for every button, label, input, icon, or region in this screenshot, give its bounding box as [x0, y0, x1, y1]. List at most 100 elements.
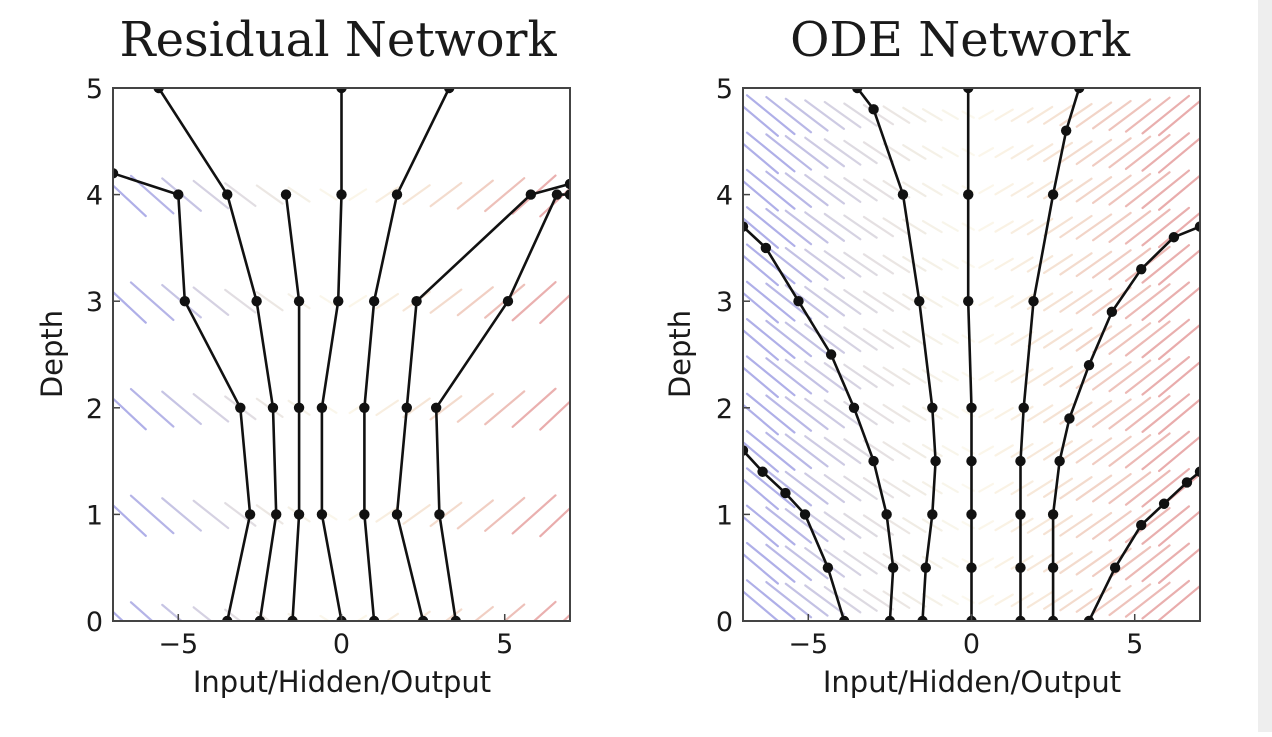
residual-network-trajectory-7-point [434, 509, 445, 520]
ode-network-trajectory-1-point [838, 615, 850, 621]
ode-network-field-arrow [784, 470, 829, 505]
ode-network-field-arrow [862, 477, 895, 499]
ode-network-field-arrow [882, 217, 911, 236]
ode-network-field-arrow [902, 106, 927, 123]
ode-network-field-arrow [1026, 143, 1054, 161]
ode-network-field-arrow [823, 138, 862, 166]
residual-network-field-arrow [429, 501, 463, 528]
ode-network-field-arrow [994, 369, 1014, 382]
ode-network-field-arrow [843, 587, 878, 612]
ode-network-field-arrow [1010, 144, 1034, 160]
residual-network-trajectory-7-point [551, 189, 563, 200]
residual-network-trajectory-5-point [444, 88, 455, 94]
residual-network-field-arrow [319, 614, 331, 621]
residual-network-trajectory-1-point [179, 296, 191, 307]
ode-network-field-arrow [823, 100, 862, 129]
ode-network-field-arrow [765, 543, 813, 582]
ode-network-field-arrow [1059, 140, 1093, 164]
ode-network-field-arrow [1075, 176, 1113, 203]
ode-network-field-arrow [745, 467, 796, 509]
ode-network-field-arrow [941, 482, 959, 494]
ode-network-field-arrow [1108, 322, 1152, 355]
ode-network-field-arrow [743, 291, 779, 324]
ode-network-field-arrow [1141, 281, 1191, 322]
residual-network-field-arrow [402, 184, 431, 206]
ode-network-field-arrow [745, 94, 796, 136]
residual-network-trajectory-2-point [153, 88, 164, 94]
ode-network-trajectory-5-point [1015, 455, 1026, 467]
ode-network-field-arrow [978, 557, 995, 568]
residual-network-trajectory-4-point [336, 189, 347, 200]
ode-network-field-arrow [978, 408, 995, 419]
ode-network-field-arrow [1010, 293, 1034, 309]
residual-network-field-arrow [429, 181, 463, 208]
ode-network-field-arrow [1108, 247, 1152, 281]
ode-network-trajectory-2-point [884, 615, 896, 621]
ode-network-trajectory-4-point [966, 562, 977, 573]
ode-network-field-arrow [1108, 471, 1152, 505]
ode-network-field-arrow [1075, 325, 1113, 352]
ode-network-field-arrow [1092, 361, 1132, 391]
ode-network-trajectory-3-point [927, 402, 938, 413]
ode-network-field-arrow [902, 181, 927, 198]
ode-network-field-arrow [1124, 96, 1171, 133]
ode-network-x-axis-label: Input/Hidden/Output [823, 665, 1121, 699]
residual-network-trajectory-3-point [293, 296, 305, 307]
residual-network-trajectory-1-point [173, 189, 184, 200]
ode-network-trajectory-2-point [868, 455, 879, 467]
ode-network-field-arrow [1108, 583, 1152, 617]
ode-network-field-arrow [804, 323, 846, 354]
ode-network-field-arrow [1059, 476, 1093, 500]
ode-network-field-arrow [1092, 435, 1132, 466]
ode-network-field-arrow [921, 219, 943, 234]
residual-network-field-arrow [255, 184, 284, 205]
ode-network-field-arrow [994, 444, 1014, 457]
ode-network-field-arrow [1092, 323, 1132, 354]
ode-network-trajectory-7-point [1194, 466, 1200, 477]
ode-network-trajectory-3-point [852, 88, 863, 94]
ode-network-field-arrow [745, 579, 796, 621]
ode-network-field-arrow [804, 472, 846, 504]
ode-network-field-arrow [1141, 206, 1191, 247]
residual-network-y-tick-label: 5 [86, 74, 103, 105]
residual-network-trajectory-2-point [254, 615, 266, 621]
ode-network-field-arrow [1141, 318, 1191, 359]
ode-network-field-arrow [1043, 216, 1073, 237]
ode-network-field-arrow [1141, 505, 1191, 545]
residual-network-field-arrow [129, 494, 175, 535]
ode-network-field-arrow [862, 327, 895, 350]
ode-network-trajectory-3-point [930, 455, 941, 467]
ode-network-title: ODE Network [790, 12, 1131, 68]
residual-network-field-arrow [287, 186, 311, 203]
ode-network-field-arrow [1108, 545, 1152, 579]
ode-network-trajectory-3-point [897, 189, 909, 200]
ode-network-field-arrow [1010, 107, 1034, 123]
ode-network-field-arrow [1075, 288, 1113, 315]
residual-network-field-arrow [414, 610, 431, 621]
ode-network-field-arrow [1059, 102, 1093, 127]
ode-network-field-arrow [921, 257, 943, 271]
ode-network-field-arrow [1010, 554, 1034, 570]
residual-network-field-arrow [192, 179, 230, 210]
ode-network-field-arrow [1043, 402, 1073, 424]
ode-network-field-arrow [804, 397, 846, 429]
ode-network-field-arrow [902, 479, 927, 496]
ode-network-field-arrow [743, 589, 779, 621]
residual-network-trajectories [113, 88, 570, 621]
ode-network-x-ticks: −5 0 5 [788, 614, 1143, 660]
ode-network-field-arrow [804, 211, 846, 242]
ode-network-field-arrow [1108, 508, 1152, 542]
ode-network-field-arrow [1092, 174, 1132, 205]
ode-network-trajectory-6-point [1136, 264, 1147, 275]
ode-network-trajectory-2-point [825, 349, 837, 360]
residual-network-field-arrow [444, 608, 463, 621]
residual-network-trajectory-6 [395, 182, 570, 621]
residual-network-field-arrow [224, 288, 257, 314]
ode-network-field-arrow [745, 131, 796, 173]
ode-network-field-arrow [1026, 516, 1054, 534]
ode-network-field-arrow [784, 545, 829, 580]
ode-network-field-arrow [1043, 477, 1073, 498]
ode-network-field-arrow [1158, 510, 1200, 547]
residual-network-trajectory-1-point [222, 615, 233, 621]
residual-network-field-arrow [161, 390, 202, 426]
